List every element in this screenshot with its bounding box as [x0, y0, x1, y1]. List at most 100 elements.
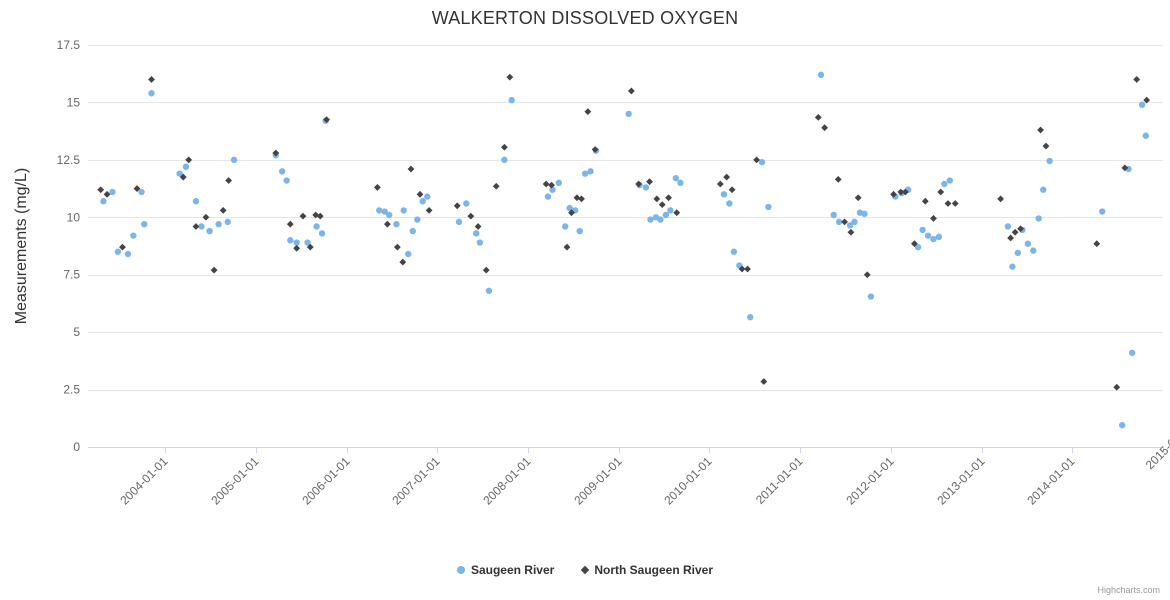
data-point-saugeen-river[interactable]	[1009, 263, 1016, 270]
data-point-saugeen-river[interactable]	[625, 110, 632, 118]
data-point-north-saugeen-river[interactable]	[1042, 142, 1050, 150]
legend-item-north-saugeen-river[interactable]: North Saugeen River	[581, 563, 713, 577]
data-point-north-saugeen-river[interactable]	[407, 165, 415, 173]
data-point-north-saugeen-river[interactable]	[814, 113, 822, 121]
data-point-saugeen-river[interactable]	[393, 220, 400, 228]
data-point-north-saugeen-river[interactable]	[1133, 76, 1141, 83]
data-point-north-saugeen-river[interactable]	[542, 180, 550, 188]
data-point-saugeen-river[interactable]	[318, 230, 326, 237]
data-point-saugeen-river[interactable]	[278, 168, 286, 175]
data-point-north-saugeen-river[interactable]	[286, 220, 294, 228]
data-point-saugeen-river[interactable]	[1128, 349, 1136, 357]
data-point-saugeen-river[interactable]	[817, 71, 825, 79]
data-point-saugeen-river[interactable]	[914, 243, 922, 251]
data-point-saugeen-river[interactable]	[476, 239, 484, 246]
data-point-saugeen-river[interactable]	[830, 211, 837, 219]
data-point-saugeen-river[interactable]	[100, 198, 107, 205]
data-point-saugeen-river[interactable]	[1099, 208, 1106, 215]
data-point-saugeen-river[interactable]	[485, 287, 493, 294]
data-point-saugeen-river[interactable]	[130, 232, 137, 239]
data-point-saugeen-river[interactable]	[867, 293, 875, 300]
data-point-north-saugeen-river[interactable]	[901, 188, 909, 196]
data-point-saugeen-river[interactable]	[1035, 215, 1042, 222]
data-point-north-saugeen-river[interactable]	[323, 116, 330, 124]
data-point-north-saugeen-river[interactable]	[425, 206, 433, 214]
data-point-north-saugeen-river[interactable]	[133, 185, 141, 192]
data-point-north-saugeen-river[interactable]	[1011, 228, 1019, 236]
data-point-saugeen-river[interactable]	[501, 156, 508, 164]
data-point-saugeen-river[interactable]	[473, 230, 480, 237]
data-point-saugeen-river[interactable]	[747, 314, 754, 321]
data-point-saugeen-river[interactable]	[124, 250, 132, 258]
data-point-north-saugeen-river[interactable]	[854, 194, 862, 202]
data-point-north-saugeen-river[interactable]	[1143, 96, 1151, 104]
data-point-saugeen-river[interactable]	[405, 250, 412, 258]
data-point-north-saugeen-river[interactable]	[148, 76, 155, 83]
data-point-saugeen-river[interactable]	[455, 218, 463, 226]
data-point-north-saugeen-river[interactable]	[293, 244, 301, 252]
data-point-saugeen-river[interactable]	[924, 232, 932, 239]
data-point-saugeen-river[interactable]	[642, 184, 650, 191]
data-point-saugeen-river[interactable]	[1030, 247, 1037, 254]
data-point-north-saugeen-river[interactable]	[202, 213, 210, 221]
data-point-saugeen-river[interactable]	[409, 227, 416, 235]
data-point-north-saugeen-river[interactable]	[944, 200, 952, 207]
data-point-north-saugeen-river[interactable]	[653, 195, 661, 203]
data-point-north-saugeen-river[interactable]	[568, 209, 575, 217]
data-point-north-saugeen-river[interactable]	[578, 195, 585, 203]
data-point-saugeen-river[interactable]	[758, 158, 766, 166]
data-point-north-saugeen-river[interactable]	[728, 186, 736, 194]
data-point-north-saugeen-river[interactable]	[219, 206, 227, 214]
data-point-saugeen-river[interactable]	[835, 218, 843, 226]
data-point-north-saugeen-river[interactable]	[192, 223, 200, 230]
data-point-north-saugeen-river[interactable]	[393, 243, 401, 251]
data-point-saugeen-river[interactable]	[192, 198, 200, 205]
data-point-saugeen-river[interactable]	[224, 218, 231, 226]
data-point-north-saugeen-river[interactable]	[506, 73, 514, 81]
data-point-north-saugeen-river[interactable]	[997, 195, 1005, 203]
data-point-north-saugeen-river[interactable]	[1113, 383, 1121, 391]
data-point-saugeen-river[interactable]	[726, 200, 733, 207]
data-point-north-saugeen-river[interactable]	[723, 173, 731, 181]
data-point-north-saugeen-river[interactable]	[911, 240, 918, 248]
data-point-saugeen-river[interactable]	[919, 226, 926, 234]
data-point-saugeen-river[interactable]	[587, 168, 594, 175]
data-point-north-saugeen-river[interactable]	[847, 228, 855, 236]
data-point-north-saugeen-river[interactable]	[665, 194, 672, 202]
data-point-north-saugeen-river[interactable]	[937, 188, 945, 196]
data-point-north-saugeen-river[interactable]	[500, 143, 508, 151]
data-point-north-saugeen-river[interactable]	[563, 243, 571, 251]
data-point-saugeen-river[interactable]	[667, 207, 674, 214]
data-point-saugeen-river[interactable]	[647, 216, 654, 223]
data-point-north-saugeen-river[interactable]	[627, 87, 635, 95]
data-point-saugeen-river[interactable]	[508, 96, 515, 104]
data-point-north-saugeen-river[interactable]	[316, 212, 324, 220]
data-point-north-saugeen-river[interactable]	[863, 271, 871, 279]
data-point-saugeen-river[interactable]	[381, 208, 388, 215]
data-point-saugeen-river[interactable]	[109, 188, 116, 196]
data-point-north-saugeen-river[interactable]	[453, 202, 461, 210]
data-point-north-saugeen-river[interactable]	[716, 180, 724, 188]
data-point-north-saugeen-river[interactable]	[584, 108, 592, 116]
data-point-saugeen-river[interactable]	[930, 235, 937, 243]
data-point-saugeen-river[interactable]	[400, 207, 407, 214]
data-point-north-saugeen-river[interactable]	[951, 200, 959, 207]
data-point-saugeen-river[interactable]	[1142, 132, 1149, 139]
highcharts-credit[interactable]: Highcharts.com	[1097, 585, 1160, 595]
data-point-saugeen-river[interactable]	[114, 248, 122, 255]
data-point-north-saugeen-river[interactable]	[591, 146, 599, 153]
data-point-north-saugeen-river[interactable]	[1007, 234, 1014, 242]
data-point-saugeen-river[interactable]	[730, 248, 738, 255]
data-point-saugeen-river[interactable]	[287, 237, 294, 244]
data-point-saugeen-river[interactable]	[544, 193, 552, 200]
data-point-north-saugeen-river[interactable]	[119, 243, 126, 251]
data-point-saugeen-river[interactable]	[1040, 186, 1047, 193]
data-point-north-saugeen-river[interactable]	[930, 215, 937, 222]
data-point-north-saugeen-river[interactable]	[834, 175, 842, 183]
data-point-saugeen-river[interactable]	[215, 220, 222, 228]
data-point-north-saugeen-river[interactable]	[399, 258, 407, 266]
data-point-saugeen-river[interactable]	[414, 216, 421, 223]
data-point-saugeen-river[interactable]	[657, 216, 664, 223]
data-point-saugeen-river[interactable]	[549, 186, 556, 193]
data-point-north-saugeen-river[interactable]	[658, 201, 666, 209]
